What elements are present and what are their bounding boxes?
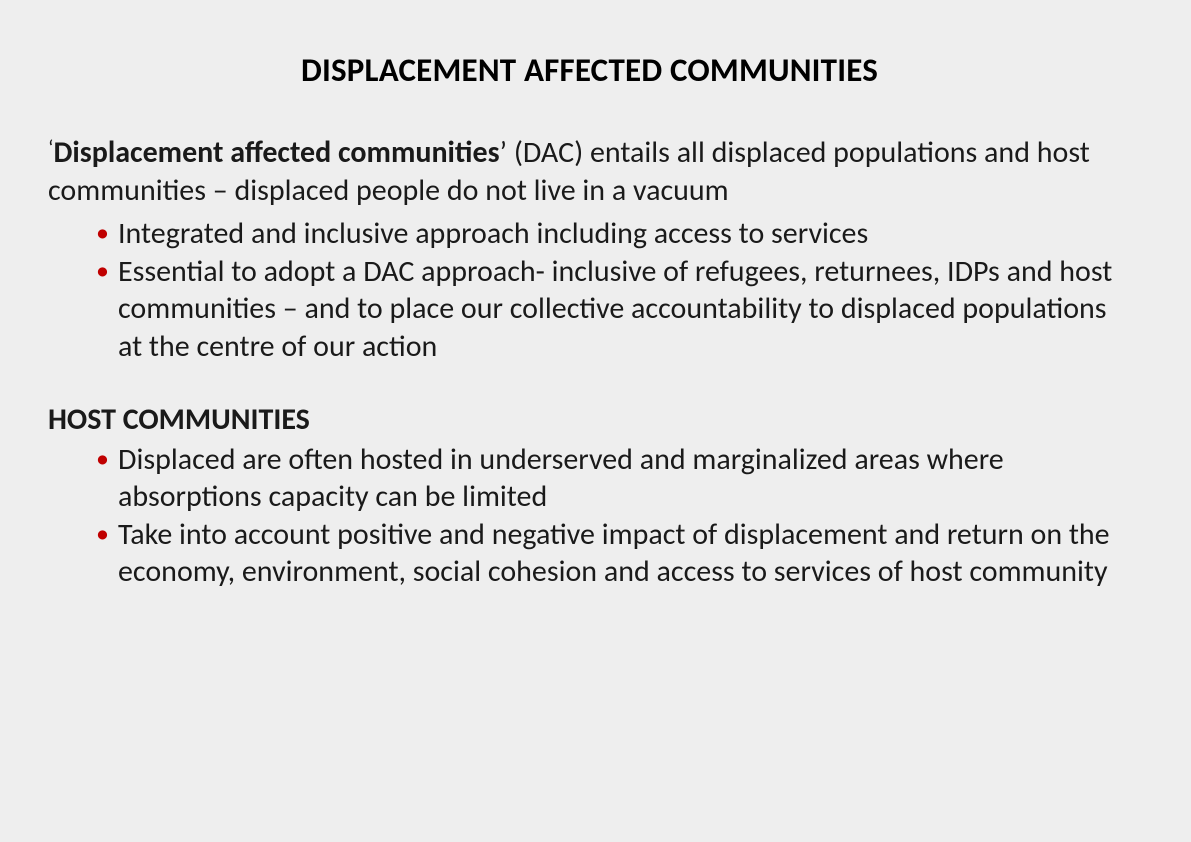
bullet-text: Essential to adopt a DAC approach- inclu… — [118, 253, 1131, 366]
slide-body: ‘Displacement affected communities’ (DAC… — [48, 134, 1131, 591]
bullet-icon: • — [96, 215, 118, 250]
intro-lead-bold: Displacement affected communities — [54, 134, 500, 171]
section2-bullet-list: • Displaced are often hosted in underser… — [96, 441, 1131, 591]
bullet-icon: • — [96, 441, 118, 476]
intro-paragraph: ‘Displacement affected communities’ (DAC… — [48, 134, 1131, 209]
bullet-text: Displaced are often hosted in underserve… — [118, 441, 1131, 516]
list-item: • Essential to adopt a DAC approach- inc… — [96, 253, 1131, 366]
bullet-icon: • — [96, 516, 118, 551]
list-item: • Integrated and inclusive approach incl… — [96, 215, 1131, 253]
bullet-icon: • — [96, 253, 118, 288]
slide: DISPLACEMENT AFFECTED COMMUNITIES ‘Displ… — [0, 0, 1191, 842]
section-heading: HOST COMMUNITIES — [48, 401, 1131, 439]
intro-bullet-list: • Integrated and inclusive approach incl… — [96, 215, 1131, 365]
bullet-text: Take into account positive and negative … — [118, 516, 1131, 591]
spacer — [48, 365, 1131, 401]
list-item: • Take into account positive and negativ… — [96, 516, 1131, 591]
list-item: • Displaced are often hosted in underser… — [96, 441, 1131, 516]
bullet-text: Integrated and inclusive approach includ… — [118, 215, 1131, 253]
slide-title: DISPLACEMENT AFFECTED COMMUNITIES — [48, 50, 1131, 90]
